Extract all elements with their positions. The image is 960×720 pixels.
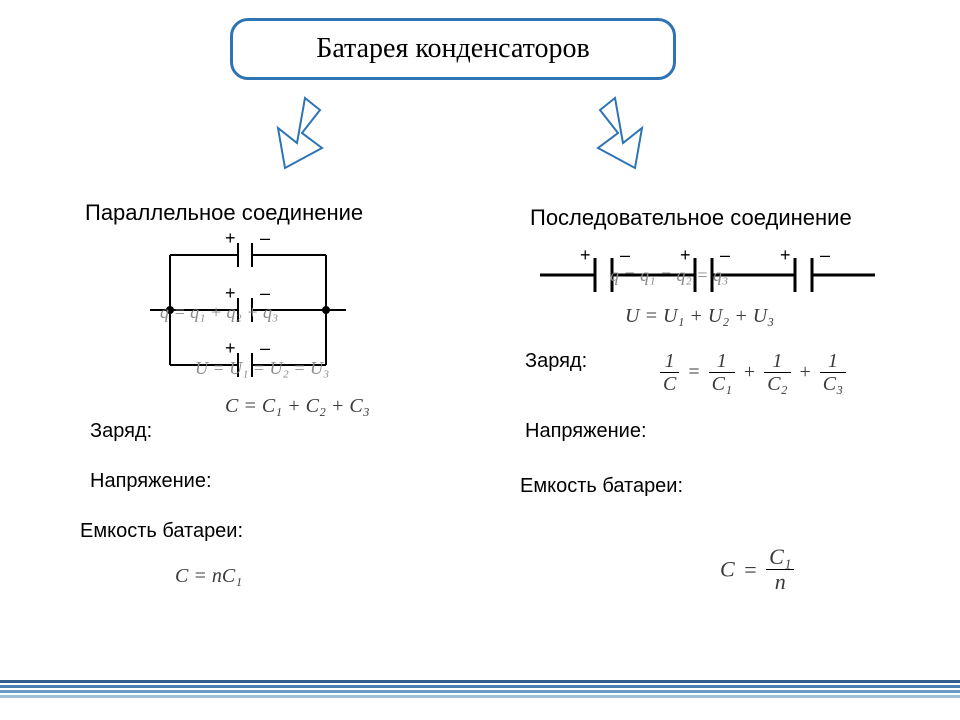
title-text: Батарея конденсаторов bbox=[316, 33, 589, 64]
right-heading: Последовательное соединение bbox=[530, 205, 852, 231]
p-plus-2: + bbox=[225, 283, 236, 304]
cinv-lnum: 1 bbox=[660, 350, 679, 373]
cinv-lden: C bbox=[660, 373, 679, 395]
left-q-formula: q = q₁ + q₂ + q₃ bbox=[160, 302, 278, 323]
left-cn-text: C = nC₁ bbox=[175, 565, 242, 587]
left-heading: Параллельное соединение bbox=[85, 200, 363, 226]
right-u-formula: U = U₁ + U₂ + U₃ bbox=[625, 305, 774, 328]
right-u-text: U = U₁ + U₂ + U₃ bbox=[625, 305, 774, 327]
s-minus-1: – bbox=[620, 245, 630, 266]
arrow-left bbox=[250, 88, 340, 178]
right-charge-label: Заряд: bbox=[525, 350, 587, 373]
left-c-formula: C = C₁ + C₂ + C₃ bbox=[225, 395, 370, 418]
p-plus-1: + bbox=[225, 228, 236, 249]
cn-num: C₁ bbox=[766, 545, 794, 570]
cinv-d1: C₂ bbox=[764, 373, 790, 395]
right-cn-formula: C = C₁n bbox=[720, 545, 794, 594]
cinv-n1: 1 bbox=[764, 350, 790, 373]
s-plus-1: + bbox=[580, 245, 591, 266]
right-capacity-label: Емкость батареи: bbox=[520, 475, 683, 498]
cn-lhs: C bbox=[720, 557, 735, 582]
left-charge-label: Заряд: bbox=[90, 420, 152, 443]
p-minus-2: – bbox=[260, 283, 270, 304]
left-c-text: C = C₁ + C₂ + C₃ bbox=[225, 395, 370, 417]
s-plus-3: + bbox=[780, 245, 791, 266]
right-q-text: q = q₁ = q₂ = q₃ bbox=[610, 265, 728, 285]
left-voltage-label: Напряжение: bbox=[90, 470, 212, 493]
left-q-text: q = q₁ + q₂ + q₃ bbox=[160, 302, 278, 322]
right-cinv-formula: 1C = 1C₁ + 1C₂ + 1C₃ bbox=[660, 350, 846, 395]
left-u-text: U = U₁ = U₂ = U₃ bbox=[195, 358, 329, 378]
left-cn-formula: C = nC₁ bbox=[175, 565, 242, 588]
left-capacity-label: Емкость батареи: bbox=[80, 520, 243, 543]
cn-den: n bbox=[766, 570, 794, 594]
right-voltage-label: Напряжение: bbox=[525, 420, 647, 443]
cinv-n2: 1 bbox=[820, 350, 846, 373]
p-plus-3: + bbox=[225, 338, 236, 359]
cinv-n0: 1 bbox=[709, 350, 735, 373]
s-minus-2: – bbox=[720, 245, 730, 266]
left-u-formula: U = U₁ = U₂ = U₃ bbox=[195, 358, 329, 379]
p-minus-1: – bbox=[260, 228, 270, 249]
arrow-right bbox=[590, 88, 680, 178]
s-minus-3: – bbox=[820, 245, 830, 266]
cinv-d0: C₁ bbox=[709, 373, 735, 395]
title-box: Батарея конденсаторов bbox=[230, 18, 676, 80]
s-plus-2: + bbox=[680, 245, 691, 266]
p-minus-3: – bbox=[260, 338, 270, 359]
footer-stripes bbox=[0, 680, 960, 700]
cinv-d2: C₃ bbox=[820, 373, 846, 395]
right-q-formula: q = q₁ = q₂ = q₃ bbox=[610, 265, 728, 286]
